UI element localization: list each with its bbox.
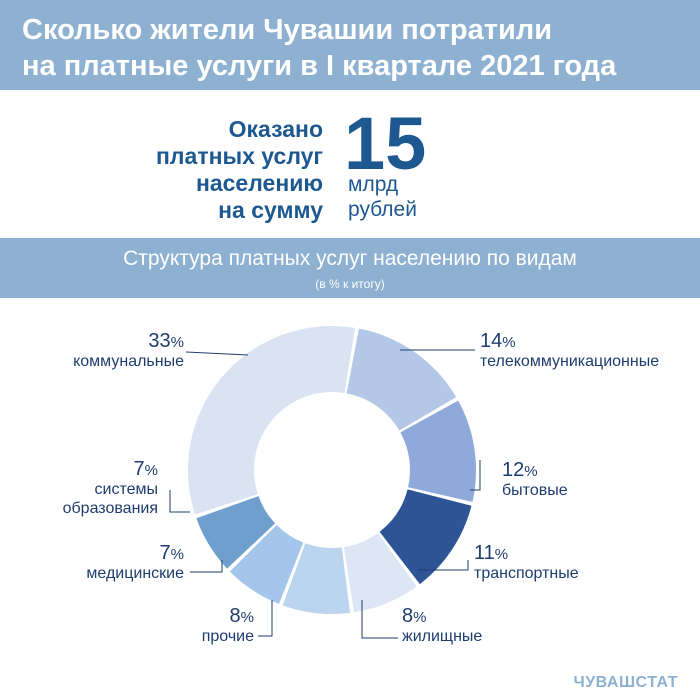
label-household-name: бытовые — [502, 482, 568, 499]
kpi-label-line: на сумму — [218, 197, 323, 223]
percent-sign: % — [240, 609, 254, 626]
donut-slices — [187, 326, 477, 614]
label-education-name-line-2: образования — [62, 500, 158, 517]
kpi-label: Оказано платных услуг населению на сумму — [156, 116, 323, 224]
label-communal-value: 33 — [148, 330, 171, 352]
label-household-value: 12 — [502, 459, 525, 481]
label-other-name: прочие — [201, 628, 254, 645]
label-telecom-value: 14 — [480, 330, 503, 352]
label-education-value: 7 — [133, 458, 145, 480]
label-transport-value: 11 — [474, 542, 495, 564]
kpi-label-line: Оказано — [228, 116, 323, 142]
donut-slice-0 — [346, 328, 457, 431]
label-other: 8% прочие — [201, 605, 254, 646]
kpi-label-line: населению — [195, 170, 323, 196]
percent-sign: % — [170, 546, 184, 563]
donut-slice-7 — [187, 326, 356, 515]
percent-sign: % — [524, 463, 538, 480]
donut-slice-4 — [282, 543, 351, 614]
source-credit: ЧУВАШСТАТ — [573, 674, 678, 691]
donut-slice-2 — [379, 489, 472, 585]
leader-line-medical — [190, 560, 223, 573]
label-medical: 7% медицинские — [86, 542, 184, 583]
leader-line-housing — [361, 600, 398, 639]
label-transport: 11% транспортные — [474, 542, 579, 583]
leader-line-household — [470, 460, 481, 491]
kpi-value: 15 — [344, 102, 427, 185]
label-education-name-line-1: системы — [94, 481, 158, 498]
page-title-line-2: на платные услуги в I квартале 2021 года — [22, 50, 617, 82]
label-communal-name: коммунальные — [73, 353, 184, 370]
label-medical-name: медицинские — [86, 565, 184, 582]
label-telecom-name: телекоммуникационные — [480, 353, 660, 370]
header-banner: Сколько жители Чувашии потратили на плат… — [0, 0, 700, 90]
label-housing-name: жилищные — [402, 628, 483, 645]
leader-line-education — [169, 490, 190, 513]
percent-sign: % — [413, 609, 427, 626]
page-title-line-1: Сколько жители Чувашии потратили — [22, 14, 553, 46]
leader-line-transport — [418, 560, 469, 571]
percent-sign: % — [170, 334, 184, 351]
donut-slice-1 — [400, 400, 477, 502]
label-transport-name: транспортные — [474, 565, 579, 582]
donut-slice-5 — [229, 524, 304, 604]
section-title: Структура платных услуг населению по вид… — [123, 247, 577, 270]
kpi-unit: млрд рублей — [348, 172, 417, 222]
kpi-unit-line: млрд — [348, 173, 399, 196]
kpi-label-line: платных услуг — [156, 143, 323, 169]
percent-sign: % — [502, 334, 516, 351]
leader-lines — [169, 349, 481, 639]
section-subtitle: (в % к итогу) — [315, 277, 385, 291]
leader-line-other — [258, 600, 273, 637]
label-education: 7% системы образования — [62, 458, 158, 518]
label-housing: 8% жилищные — [402, 605, 483, 646]
label-telecom: 14% телекоммуникационные — [480, 330, 660, 371]
label-communal: 33% коммунальные — [73, 330, 184, 371]
label-housing-value: 8 — [402, 605, 414, 627]
leader-line-communal — [185, 351, 249, 356]
donut-slice-3 — [343, 533, 417, 613]
percent-sign: % — [494, 546, 509, 563]
label-other-value: 8 — [229, 605, 241, 627]
percent-sign: % — [144, 462, 158, 479]
donut-slice-6 — [196, 496, 276, 569]
label-household: 12% бытовые — [502, 459, 568, 500]
section-band: Структура платных услуг населению по вид… — [0, 238, 700, 298]
kpi-unit-line: рублей — [348, 198, 417, 221]
label-medical-value: 7 — [159, 542, 171, 564]
